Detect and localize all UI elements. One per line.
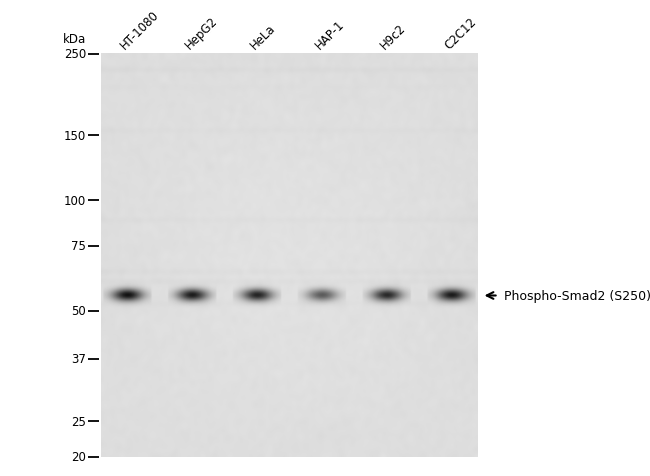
Text: HepG2: HepG2 (183, 15, 220, 52)
Text: 50: 50 (72, 305, 86, 317)
Text: 37: 37 (72, 353, 86, 366)
Text: 250: 250 (64, 48, 86, 61)
Text: H9c2: H9c2 (377, 22, 408, 52)
Text: Phospho-Smad2 (S250): Phospho-Smad2 (S250) (504, 289, 650, 302)
Text: HAP-1: HAP-1 (313, 18, 346, 52)
Text: C2C12: C2C12 (442, 16, 479, 52)
Text: 20: 20 (72, 450, 86, 464)
Text: 25: 25 (72, 415, 86, 428)
Text: 100: 100 (64, 194, 86, 207)
Text: HeLa: HeLa (248, 22, 278, 52)
Text: 150: 150 (64, 129, 86, 143)
Text: 75: 75 (72, 240, 86, 253)
Text: HT-1080: HT-1080 (118, 9, 162, 52)
Text: kDa: kDa (63, 33, 86, 46)
